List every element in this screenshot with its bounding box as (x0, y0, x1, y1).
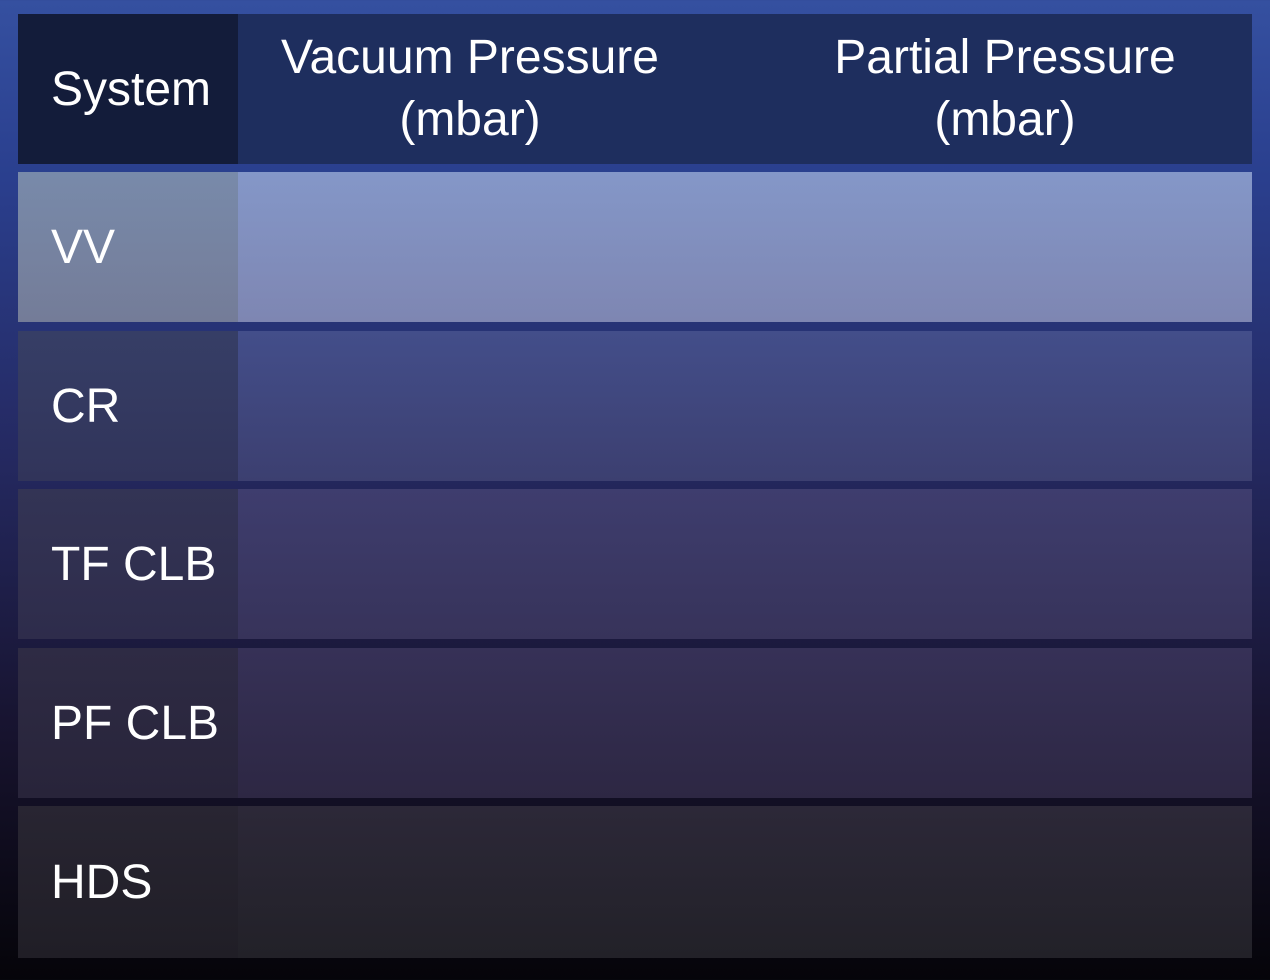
pressure-table: System Vacuum Pressure (mbar) Partial Pr… (18, 14, 1252, 958)
system-cell: PF CLB (18, 648, 238, 798)
table-row: TF CLB (18, 489, 1252, 639)
table-row: VV (18, 172, 1252, 322)
table-row: HDS (18, 806, 1252, 958)
system-cell: CR (18, 331, 238, 481)
pressure-cells (238, 172, 1252, 322)
system-cell: VV (18, 172, 238, 322)
table-row: CR (18, 331, 1252, 481)
header-partial-pressure: Partial Pressure (mbar) (738, 14, 1270, 164)
table-row: PF CLB (18, 648, 1252, 798)
header-system: System (18, 14, 238, 164)
header-partial-line2: (mbar) (934, 93, 1076, 146)
header-partial-line1: Partial Pressure (834, 31, 1176, 84)
system-cell: HDS (18, 806, 238, 958)
header-vacuum-line2: (mbar) (399, 93, 541, 146)
pressure-cells (238, 806, 1252, 958)
system-cell: TF CLB (18, 489, 238, 639)
header-vacuum-line1: Vacuum Pressure (281, 31, 659, 84)
header-vacuum-pressure: Vacuum Pressure (mbar) (238, 14, 702, 164)
pressure-cells (238, 489, 1252, 639)
table-header-row: System Vacuum Pressure (mbar) Partial Pr… (18, 14, 1252, 164)
pressure-cells (238, 648, 1252, 798)
pressure-cells (238, 331, 1252, 481)
